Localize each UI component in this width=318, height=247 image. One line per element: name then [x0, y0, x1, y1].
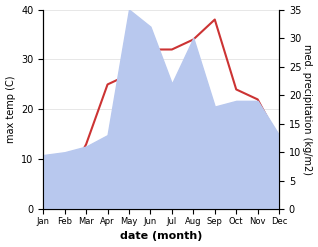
Y-axis label: max temp (C): max temp (C) [5, 76, 16, 143]
X-axis label: date (month): date (month) [120, 231, 202, 242]
Y-axis label: med. precipitation (kg/m2): med. precipitation (kg/m2) [302, 44, 313, 175]
